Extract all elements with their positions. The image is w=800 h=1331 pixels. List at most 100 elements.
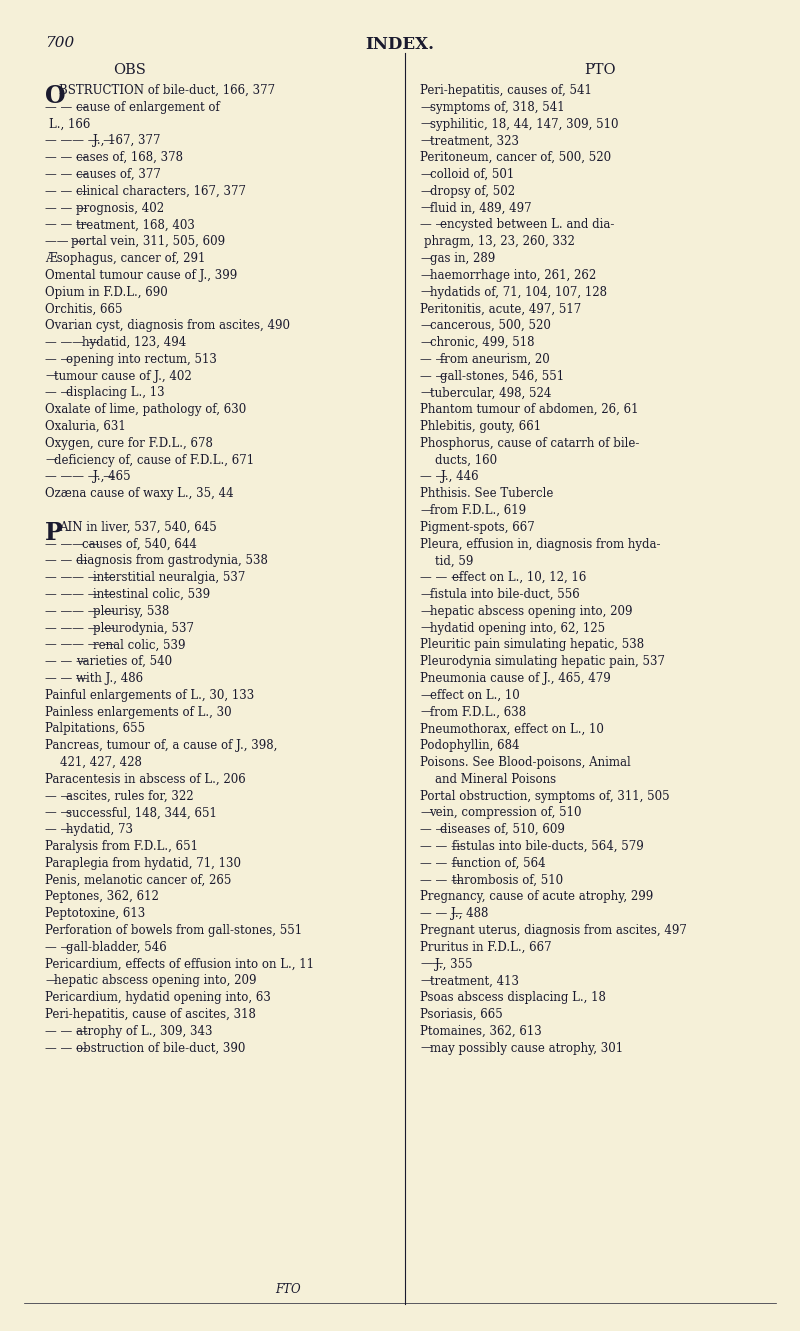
Text: Pneumonia cause of J., 465, 479: Pneumonia cause of J., 465, 479 bbox=[420, 672, 610, 685]
Text: effect on L., 10, 12, 16: effect on L., 10, 12, 16 bbox=[451, 571, 586, 584]
Text: BSTRUCTION of bile-duct, 166, 377: BSTRUCTION of bile-duct, 166, 377 bbox=[59, 84, 275, 97]
Text: — — —: — — — bbox=[420, 571, 462, 584]
Text: Pleura, effusion in, diagnosis from hyda-: Pleura, effusion in, diagnosis from hyda… bbox=[420, 538, 661, 551]
Text: encysted between L. and dia-: encysted between L. and dia- bbox=[441, 218, 615, 232]
Text: — — —: — — — bbox=[45, 185, 88, 198]
Text: Palpitations, 655: Palpitations, 655 bbox=[45, 723, 145, 736]
Text: successful, 148, 344, 651: successful, 148, 344, 651 bbox=[66, 807, 216, 820]
Text: ducts, 160: ducts, 160 bbox=[420, 454, 497, 467]
Text: pleurisy, 538: pleurisy, 538 bbox=[93, 604, 170, 618]
Text: thrombosis of, 510: thrombosis of, 510 bbox=[451, 873, 562, 886]
Text: AIN in liver, 537, 540, 645: AIN in liver, 537, 540, 645 bbox=[59, 520, 217, 534]
Text: —: — bbox=[420, 201, 432, 214]
Text: tumour cause of J., 402: tumour cause of J., 402 bbox=[54, 370, 192, 382]
Text: haemorrhage into, 261, 262: haemorrhage into, 261, 262 bbox=[430, 269, 596, 282]
Text: effect on L., 10: effect on L., 10 bbox=[430, 689, 519, 701]
Text: and Mineral Poisons: and Mineral Poisons bbox=[420, 773, 556, 785]
Text: —: — bbox=[420, 185, 432, 198]
Text: deficiency of, cause of F.D.L., 671: deficiency of, cause of F.D.L., 671 bbox=[54, 454, 254, 467]
Text: Orchitis, 665: Orchitis, 665 bbox=[45, 302, 122, 315]
Text: pleurodynia, 537: pleurodynia, 537 bbox=[93, 622, 194, 635]
Text: vein, compression of, 510: vein, compression of, 510 bbox=[430, 807, 582, 820]
Text: — —— — —: — —— — — bbox=[45, 134, 115, 148]
Text: — —: — — bbox=[45, 386, 72, 399]
Text: Peptotoxine, 613: Peptotoxine, 613 bbox=[45, 908, 146, 920]
Text: hydatid, 123, 494: hydatid, 123, 494 bbox=[82, 335, 186, 349]
Text: Peri-hepatitis, cause of ascites, 318: Peri-hepatitis, cause of ascites, 318 bbox=[45, 1008, 256, 1021]
Text: —— —: —— — bbox=[45, 236, 84, 248]
Text: — — —: — — — bbox=[420, 908, 462, 920]
Text: dropsy of, 502: dropsy of, 502 bbox=[430, 185, 514, 198]
Text: treatment, 323: treatment, 323 bbox=[430, 134, 518, 148]
Text: Paracentesis in abscess of L., 206: Paracentesis in abscess of L., 206 bbox=[45, 773, 246, 785]
Text: may possibly cause atrophy, 301: may possibly cause atrophy, 301 bbox=[430, 1042, 622, 1054]
Text: —: — bbox=[420, 974, 432, 988]
Text: — — —: — — — bbox=[420, 873, 462, 886]
Text: prognosis, 402: prognosis, 402 bbox=[77, 201, 165, 214]
Text: fistula into bile-duct, 556: fistula into bile-duct, 556 bbox=[430, 588, 579, 602]
Text: Phosphorus, cause of catarrh of bile-: Phosphorus, cause of catarrh of bile- bbox=[420, 437, 639, 450]
Text: — —— —: — —— — bbox=[45, 335, 99, 349]
Text: —: — bbox=[45, 454, 57, 467]
Text: PTO: PTO bbox=[584, 63, 616, 77]
Text: chronic, 499, 518: chronic, 499, 518 bbox=[430, 335, 534, 349]
Text: intestinal colic, 539: intestinal colic, 539 bbox=[93, 588, 210, 602]
Text: colloid of, 501: colloid of, 501 bbox=[430, 168, 514, 181]
Text: hydatid, 73: hydatid, 73 bbox=[66, 823, 133, 836]
Text: gall-bladder, 546: gall-bladder, 546 bbox=[66, 941, 166, 954]
Text: —: — bbox=[420, 168, 432, 181]
Text: J., 488: J., 488 bbox=[451, 908, 489, 920]
Text: —: — bbox=[420, 1042, 432, 1054]
Text: diagnosis from gastrodynia, 538: diagnosis from gastrodynia, 538 bbox=[77, 555, 268, 567]
Text: with J., 486: with J., 486 bbox=[77, 672, 144, 685]
Text: O: O bbox=[45, 84, 66, 108]
Text: symptoms of, 318, 541: symptoms of, 318, 541 bbox=[430, 101, 564, 113]
Text: ——: —— bbox=[420, 957, 443, 970]
Text: —: — bbox=[45, 974, 57, 988]
Text: INDEX.: INDEX. bbox=[366, 36, 434, 53]
Text: —: — bbox=[420, 134, 432, 148]
Text: —: — bbox=[420, 622, 432, 635]
Text: diseases of, 510, 609: diseases of, 510, 609 bbox=[441, 823, 566, 836]
Text: — — —: — — — bbox=[420, 857, 462, 869]
Text: Pericardium, effects of effusion into on L., 11: Pericardium, effects of effusion into on… bbox=[45, 957, 314, 970]
Text: hydatids of, 71, 104, 107, 128: hydatids of, 71, 104, 107, 128 bbox=[430, 286, 606, 298]
Text: causes of, 377: causes of, 377 bbox=[77, 168, 162, 181]
Text: — —: — — bbox=[420, 370, 447, 382]
Text: Peptones, 362, 612: Peptones, 362, 612 bbox=[45, 890, 159, 904]
Text: — —: — — bbox=[45, 789, 72, 803]
Text: — —— —: — —— — bbox=[45, 538, 99, 551]
Text: Pregnant uterus, diagnosis from ascites, 497: Pregnant uterus, diagnosis from ascites,… bbox=[420, 924, 687, 937]
Text: hydatid opening into, 62, 125: hydatid opening into, 62, 125 bbox=[430, 622, 605, 635]
Text: Painful enlargements of L., 30, 133: Painful enlargements of L., 30, 133 bbox=[45, 689, 254, 701]
Text: Pregnancy, cause of acute atrophy, 299: Pregnancy, cause of acute atrophy, 299 bbox=[420, 890, 654, 904]
Text: —: — bbox=[420, 705, 432, 719]
Text: Æsophagus, cancer of, 291: Æsophagus, cancer of, 291 bbox=[45, 252, 206, 265]
Text: gas in, 289: gas in, 289 bbox=[430, 252, 494, 265]
Text: fistulas into bile-ducts, 564, 579: fistulas into bile-ducts, 564, 579 bbox=[451, 840, 643, 853]
Text: — —: — — bbox=[45, 941, 72, 954]
Text: interstitial neuralgia, 537: interstitial neuralgia, 537 bbox=[93, 571, 246, 584]
Text: Peritoneum, cancer of, 500, 520: Peritoneum, cancer of, 500, 520 bbox=[420, 152, 611, 164]
Text: Omental tumour cause of J., 399: Omental tumour cause of J., 399 bbox=[45, 269, 238, 282]
Text: —: — bbox=[420, 269, 432, 282]
Text: hepatic abscess opening into, 209: hepatic abscess opening into, 209 bbox=[54, 974, 257, 988]
Text: Oxalate of lime, pathology of, 630: Oxalate of lime, pathology of, 630 bbox=[45, 403, 246, 417]
Text: from F.D.L., 638: from F.D.L., 638 bbox=[430, 705, 526, 719]
Text: Psoas abscess displacing L., 18: Psoas abscess displacing L., 18 bbox=[420, 992, 606, 1004]
Text: — — —: — — — bbox=[45, 101, 88, 113]
Text: — —: — — bbox=[420, 823, 447, 836]
Text: — — —: — — — bbox=[45, 655, 88, 668]
Text: OBS: OBS bbox=[114, 63, 146, 77]
Text: J., 446: J., 446 bbox=[441, 470, 478, 483]
Text: tubercular, 498, 524: tubercular, 498, 524 bbox=[430, 386, 551, 399]
Text: varieties of, 540: varieties of, 540 bbox=[77, 655, 173, 668]
Text: Phantom tumour of abdomen, 26, 61: Phantom tumour of abdomen, 26, 61 bbox=[420, 403, 638, 417]
Text: —: — bbox=[420, 386, 432, 399]
Text: fluid in, 489, 497: fluid in, 489, 497 bbox=[430, 201, 531, 214]
Text: — —— — —: — —— — — bbox=[45, 622, 115, 635]
Text: 421, 427, 428: 421, 427, 428 bbox=[45, 756, 142, 769]
Text: — —: — — bbox=[45, 823, 72, 836]
Text: — —: — — bbox=[45, 353, 72, 366]
Text: P: P bbox=[45, 520, 63, 544]
